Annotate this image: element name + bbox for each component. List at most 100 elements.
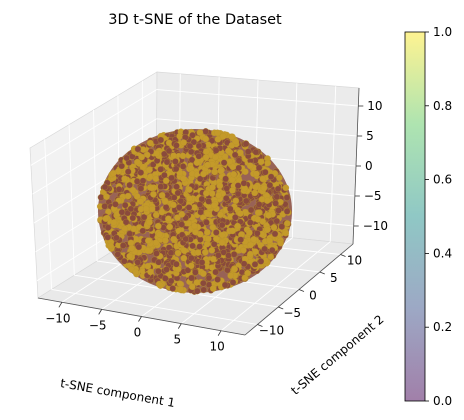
z-tick-label: −10: [363, 219, 388, 233]
scatter-point: [114, 251, 122, 258]
scatter-point: [284, 220, 291, 227]
scatter-point: [180, 254, 188, 262]
scatter-point: [210, 255, 217, 263]
scatter-point: [196, 175, 204, 183]
scatter-point: [246, 229, 253, 236]
scatter-point: [254, 230, 261, 237]
scatter-point: [119, 242, 127, 249]
scatter-point: [162, 203, 170, 211]
scatter-point: [102, 215, 110, 222]
scatter-point: [155, 222, 162, 230]
z-gridline: [156, 89, 359, 107]
scatter-point: [129, 186, 137, 194]
scatter-point: [126, 252, 133, 260]
scatter-point: [273, 217, 281, 225]
y-tick-label: −10: [259, 324, 284, 338]
scatter-point: [209, 285, 217, 292]
scatter-point: [188, 274, 195, 282]
scatter-point: [257, 158, 265, 166]
scatter-point: [146, 219, 153, 226]
scatter-point: [162, 237, 169, 244]
scatter-point: [162, 177, 170, 185]
scatter-point: [166, 223, 173, 231]
y-tick-mark: [340, 254, 346, 257]
scatter-point: [104, 224, 112, 231]
scatter-point: [193, 159, 201, 166]
z-gridline-wall: [32, 118, 157, 195]
scatter-point: [172, 158, 179, 165]
scatter-point: [191, 222, 198, 230]
scatter-point: [247, 241, 254, 249]
scatter-point: [264, 197, 271, 204]
scatter-point: [203, 219, 210, 226]
scatter-point: [188, 262, 195, 269]
scatter-point: [139, 163, 147, 171]
scatter-point: [277, 239, 284, 247]
scatter-point: [273, 193, 281, 201]
scatter-point: [121, 257, 128, 265]
scatter-point: [139, 177, 147, 185]
scatter-point: [152, 211, 160, 219]
scatter-point: [240, 179, 248, 187]
scatter-point: [133, 178, 141, 185]
scatter-point: [178, 211, 186, 218]
scatter-point: [157, 166, 164, 173]
scatter-point: [127, 205, 135, 213]
y-tick-label: −5: [283, 306, 301, 320]
y-tick-label: 10: [347, 254, 362, 268]
scatter-point: [195, 152, 203, 160]
scatter-point: [204, 229, 211, 236]
scatter-point: [197, 208, 204, 216]
scatter-point: [146, 166, 153, 174]
scatter-point: [97, 194, 105, 201]
scatter-point: [158, 192, 166, 199]
scatter-point: [218, 239, 226, 246]
scatter-point: [255, 164, 263, 172]
scatter-point: [121, 201, 129, 209]
scatter-point: [163, 158, 171, 166]
scatter-point: [200, 286, 207, 294]
scatter-point: [180, 247, 188, 254]
scatter-point: [282, 229, 289, 237]
scatter-point: [247, 206, 255, 214]
scatter-point: [232, 214, 239, 221]
scatter-point: [142, 205, 150, 212]
x-tick-label: 10: [209, 340, 224, 354]
y-axis-label: t-SNE component 2: [288, 312, 386, 398]
scatter-point: [227, 205, 234, 213]
scatter-point: [179, 163, 187, 170]
scatter-point: [180, 175, 187, 183]
scatter-point: [124, 168, 132, 175]
scatter-point: [283, 208, 291, 215]
scatter-point: [158, 208, 166, 216]
scatter-point: [234, 182, 242, 189]
scatter-point: [169, 285, 176, 292]
scatter-point: [132, 268, 139, 276]
scatter-point: [210, 240, 218, 248]
scatter-point: [209, 224, 217, 231]
scatter-point: [252, 248, 259, 255]
scatter-point: [122, 218, 130, 226]
scatter-point: [109, 170, 117, 177]
scatter-point: [213, 229, 220, 236]
scatter-point: [203, 190, 210, 197]
scatter-point: [192, 228, 199, 236]
scatter-point: [208, 190, 216, 197]
scatter-point: [134, 145, 142, 153]
scatter-point: [167, 277, 175, 285]
scatter-point: [192, 269, 199, 276]
scatter-point: [260, 184, 268, 192]
y-tick-mark: [298, 289, 305, 292]
scatter-point: [204, 161, 211, 169]
scatter-point: [144, 262, 152, 270]
scatter-point: [155, 267, 162, 275]
scatter-point: [235, 164, 242, 172]
scatter-point: [211, 168, 218, 176]
scatter-point: [242, 140, 250, 148]
x-tick-mark: [98, 309, 103, 315]
scatter-point: [229, 163, 237, 171]
scatter-point: [283, 194, 291, 201]
scatter-point: [241, 274, 249, 282]
scatter-point: [174, 189, 182, 197]
scatter-point: [261, 245, 268, 253]
